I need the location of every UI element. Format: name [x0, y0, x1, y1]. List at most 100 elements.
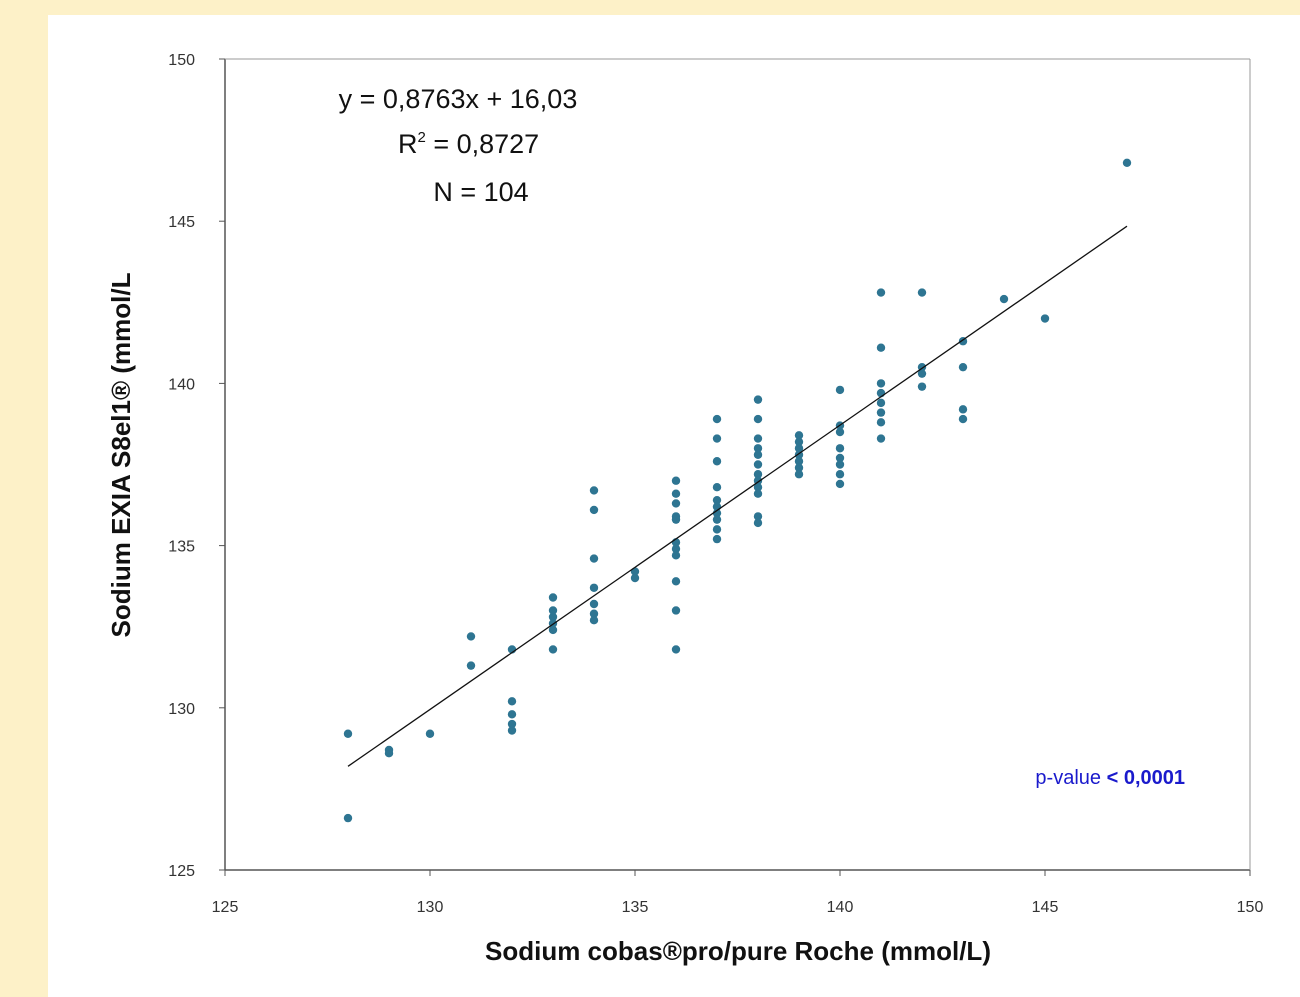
y-tick-label: 145	[168, 214, 195, 231]
data-point	[466, 661, 476, 670]
x-tick-label: 125	[212, 899, 239, 916]
data-point	[876, 434, 886, 443]
data-point	[671, 645, 681, 654]
data-point	[753, 434, 763, 443]
data-point	[712, 508, 722, 518]
data-point	[753, 518, 763, 528]
n-label: N = 104	[433, 177, 528, 207]
data-point	[753, 414, 763, 424]
x-tick-label: 135	[622, 899, 649, 916]
y-tick-label: 130	[168, 701, 195, 718]
trendline	[347, 225, 1128, 767]
data-point	[753, 512, 763, 521]
data-point	[712, 515, 722, 524]
data-point	[917, 369, 927, 378]
data-point	[999, 294, 1009, 304]
data-point	[425, 729, 435, 738]
data-point	[876, 343, 886, 352]
x-tick-label: 140	[827, 899, 854, 916]
x-tick-label: 145	[1032, 899, 1059, 916]
data-point	[712, 495, 722, 505]
data-point	[794, 431, 804, 440]
data-point	[671, 606, 681, 615]
pvalue-label: p-value < 0,0001	[1035, 767, 1185, 789]
data-point	[1040, 314, 1050, 323]
data-point	[712, 414, 722, 424]
data-point	[753, 460, 763, 469]
data-point	[712, 434, 722, 443]
data-point	[794, 444, 804, 453]
data-point	[876, 398, 886, 408]
data-point	[712, 457, 722, 466]
data-points	[343, 158, 1132, 823]
data-point	[589, 599, 599, 609]
data-point	[343, 729, 353, 738]
data-point	[794, 437, 804, 446]
data-point	[589, 554, 599, 563]
data-point	[958, 414, 968, 424]
data-point	[876, 379, 886, 388]
data-point	[753, 450, 763, 459]
data-point	[671, 544, 681, 554]
data-point	[671, 476, 681, 485]
data-point	[548, 625, 558, 635]
data-point	[835, 470, 845, 479]
data-point	[794, 463, 804, 472]
data-point	[671, 551, 681, 560]
data-point	[384, 749, 394, 758]
data-point	[794, 457, 804, 466]
data-point	[671, 577, 681, 586]
equation-label: y = 0,8763x + 16,03	[339, 84, 578, 114]
x-axis-title: Sodium cobas®pro/pure Roche (mmol/L)	[485, 936, 991, 966]
chart-panel: 125 130 135 140 145 150 125 130 135 140 145 150 y =…	[48, 15, 1300, 997]
data-point	[507, 697, 517, 706]
y-tick-label: 135	[168, 539, 195, 556]
data-point	[794, 470, 804, 479]
data-point	[671, 515, 681, 524]
data-point	[507, 710, 517, 719]
data-point	[671, 489, 681, 498]
data-point	[548, 612, 558, 622]
data-point	[589, 609, 599, 618]
data-point	[548, 593, 558, 602]
data-point	[958, 362, 968, 372]
data-point	[753, 470, 763, 479]
data-point	[958, 405, 968, 414]
data-point	[712, 534, 722, 544]
data-point	[917, 382, 927, 391]
data-point	[589, 486, 599, 495]
data-point	[753, 444, 763, 453]
data-point	[753, 395, 763, 404]
x-tick-label: 130	[417, 899, 444, 916]
data-point	[630, 573, 640, 583]
scatter-chart: 125 130 135 140 145 150 125 130 135 140 145 150 y =…	[106, 52, 1264, 966]
data-point	[917, 288, 927, 297]
data-point	[548, 645, 558, 654]
x-tick-label: 150	[1237, 899, 1264, 916]
data-point	[1122, 158, 1132, 168]
data-point	[548, 606, 558, 615]
data-point	[835, 385, 845, 395]
data-point	[343, 813, 353, 823]
data-point	[835, 479, 845, 489]
data-point	[753, 489, 763, 498]
y-tick-label: 150	[168, 52, 195, 69]
axes	[224, 58, 1251, 871]
data-point	[507, 719, 517, 729]
data-point	[671, 499, 681, 508]
y-tick-label: 125	[168, 863, 195, 880]
r2-label: R2 = 0,8727	[398, 129, 539, 159]
data-point	[876, 288, 886, 297]
data-point	[507, 726, 517, 735]
data-point	[589, 583, 599, 592]
data-point	[712, 525, 722, 534]
data-point	[835, 460, 845, 469]
data-point	[835, 427, 845, 437]
data-point	[876, 418, 886, 427]
data-point	[753, 483, 763, 492]
data-point	[835, 444, 845, 453]
data-point	[589, 616, 599, 625]
data-point	[835, 453, 845, 463]
data-point	[712, 483, 722, 492]
data-point	[876, 408, 886, 417]
